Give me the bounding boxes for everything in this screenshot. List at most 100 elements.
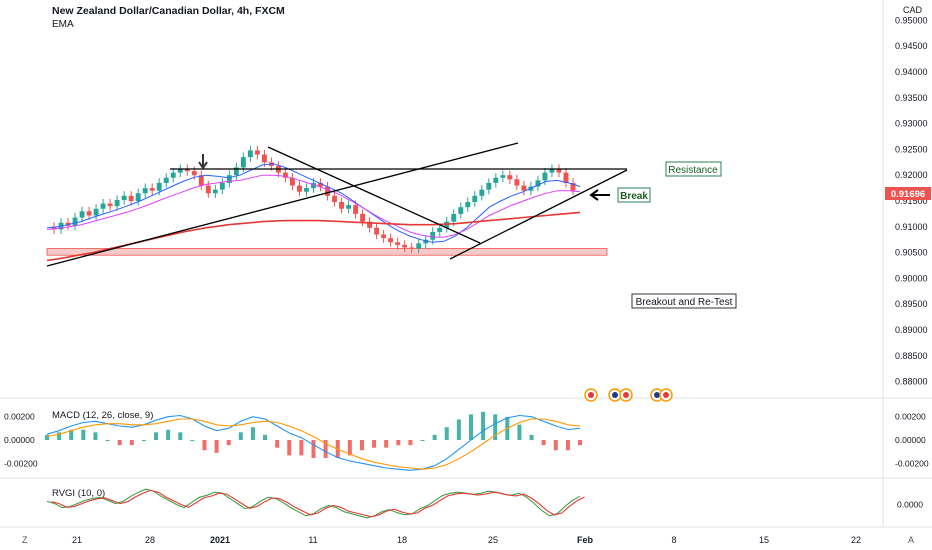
- price-tick-label: 0.88000: [895, 377, 928, 387]
- break-label-box[interactable]: [617, 187, 651, 203]
- macd-histogram-down: [214, 440, 219, 453]
- time-tick-label: 25: [488, 535, 498, 545]
- breakout-label-box[interactable]: [631, 293, 737, 309]
- macd-histogram-down: [384, 440, 389, 448]
- macd-histogram-down: [287, 440, 292, 456]
- candle-down: [395, 242, 401, 245]
- candle-down: [205, 185, 211, 194]
- candle-down: [149, 188, 155, 191]
- macd-tick-label-right: 0.00200: [895, 412, 926, 422]
- candle-up: [465, 202, 471, 208]
- candle-down: [191, 171, 197, 176]
- candle-up: [79, 211, 85, 218]
- candle-up: [177, 168, 183, 173]
- rvgi-tick-label: 0.0000: [897, 500, 923, 510]
- break-label: Break: [620, 191, 648, 202]
- macd-histogram-down: [311, 440, 316, 458]
- candle-down: [339, 202, 345, 209]
- macd-histogram-up: [468, 414, 473, 440]
- candle-up: [458, 207, 464, 214]
- macd-tick-label: 0.00200: [4, 412, 35, 422]
- macd-histogram-up: [93, 432, 98, 440]
- candle-down: [402, 244, 408, 248]
- macd-histogram-down: [226, 440, 231, 446]
- support-zone: [46, 248, 608, 256]
- resistance-label-box[interactable]: [665, 161, 722, 177]
- macd-histogram-up: [45, 434, 49, 440]
- candle-up: [212, 189, 218, 194]
- candle-down: [297, 185, 302, 192]
- macd-tick-label-right: 0.00000: [895, 435, 926, 445]
- macd-histogram-up: [420, 440, 425, 441]
- candle-down: [325, 186, 330, 196]
- macd-histogram-down: [275, 440, 280, 448]
- price-tick-label: 0.94500: [895, 41, 928, 51]
- macd-histogram-up: [105, 440, 110, 441]
- indicator-label: EMA: [52, 19, 74, 30]
- candles-group: [51, 145, 576, 254]
- price-tick-label: 0.91500: [895, 196, 928, 206]
- breakout-label: Breakout and Re-Test: [636, 297, 733, 308]
- auto-scale-icon[interactable]: A: [908, 535, 914, 545]
- macd-title: MACD (12, 26, close, 9): [52, 410, 153, 421]
- flag-canada-dot: [623, 392, 629, 398]
- candle-down: [107, 203, 113, 207]
- rvgi-title: RVGI (10, 0): [52, 488, 105, 499]
- candle-up: [233, 167, 239, 176]
- flag-nz-dot: [654, 392, 660, 398]
- rising-trendline[interactable]: [46, 142, 519, 267]
- candle-up: [156, 182, 162, 191]
- candle-down: [367, 221, 373, 228]
- zoom-icon[interactable]: Z: [22, 535, 28, 545]
- falling-trendline[interactable]: [267, 146, 481, 244]
- candle-down: [381, 234, 387, 239]
- candle-up: [100, 203, 106, 209]
- trendlines-group: [46, 142, 628, 267]
- macd-tick-label: 0.00000: [4, 435, 35, 445]
- price-tick-label: 0.92500: [895, 144, 928, 154]
- price-tick-label: 0.91000: [895, 222, 928, 232]
- macd-histogram-down: [396, 440, 401, 446]
- candle-down: [374, 227, 380, 235]
- time-tick-label: 8: [671, 535, 676, 545]
- candle-up: [535, 180, 541, 187]
- candle-up: [486, 182, 492, 190]
- candle-down: [388, 238, 394, 243]
- price-tick-label: 0.88500: [895, 351, 928, 361]
- candle-up: [493, 177, 499, 183]
- candle-down: [521, 185, 527, 191]
- price-tick-label: 0.89500: [895, 299, 928, 309]
- candle-down: [570, 182, 576, 191]
- candle-up: [549, 168, 555, 173]
- candle-up: [226, 175, 232, 183]
- candle-down: [128, 195, 134, 201]
- candle-up: [163, 177, 169, 183]
- candle-up: [542, 172, 548, 181]
- candle-up: [93, 208, 99, 216]
- resistance-label: Resistance: [668, 165, 718, 176]
- rvgi-signal-line: [51, 489, 585, 518]
- macd-histogram-up: [178, 432, 183, 440]
- macd-histogram-up: [444, 427, 449, 440]
- ascending-wedge-line[interactable]: [449, 169, 628, 260]
- candle-down: [563, 172, 569, 183]
- left-arrow-icon: [589, 189, 610, 201]
- macd-histogram-up: [493, 414, 498, 440]
- candle-up: [240, 157, 246, 168]
- macd-histogram-down: [299, 440, 304, 456]
- candle-up: [472, 195, 478, 203]
- candle-down: [514, 179, 520, 186]
- candle-down: [332, 195, 337, 203]
- candle-up: [311, 182, 316, 189]
- candle-up: [304, 188, 309, 192]
- macd-histogram-up: [238, 432, 243, 440]
- macd-histogram-down: [359, 440, 364, 451]
- macd-histogram-down: [372, 440, 377, 448]
- time-tick-label: 18: [397, 535, 407, 545]
- last-price-tag: [885, 187, 931, 200]
- macd-histogram-up: [517, 424, 522, 440]
- economic-events[interactable]: [584, 388, 673, 402]
- macd-histogram-up: [69, 429, 74, 440]
- signal-line: [46, 418, 581, 470]
